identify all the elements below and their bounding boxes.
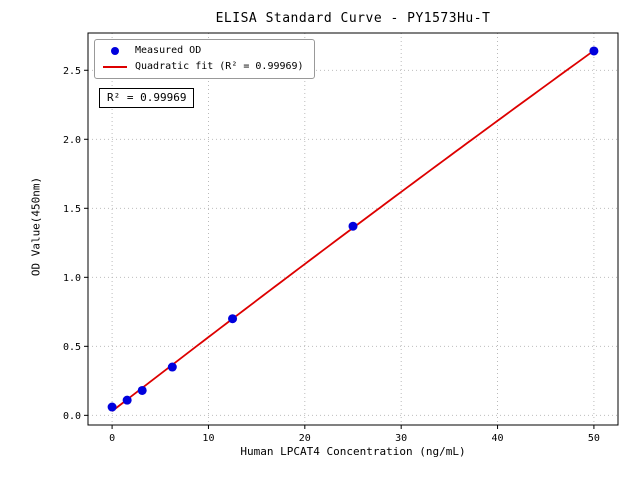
svg-text:30: 30 xyxy=(395,433,407,444)
svg-text:2.0: 2.0 xyxy=(63,135,81,146)
svg-text:20: 20 xyxy=(299,433,311,444)
svg-text:0.5: 0.5 xyxy=(63,342,81,353)
svg-text:0: 0 xyxy=(109,433,115,444)
legend-point-marker-icon xyxy=(102,47,128,55)
legend-label-quadratic-fit: Quadratic fit (R² = 0.99969) xyxy=(135,61,304,72)
svg-text:0.0: 0.0 xyxy=(63,411,81,422)
y-axis-label: OD Value(450nm) xyxy=(29,176,43,277)
legend-entry-quadratic-fit: Quadratic fit (R² = 0.99969) xyxy=(102,61,304,73)
legend: Measured OD Quadratic fit (R² = 0.99969) xyxy=(94,39,315,79)
svg-text:50: 50 xyxy=(588,433,600,444)
chart-title: ELISA Standard Curve - PY1573Hu-T xyxy=(215,11,491,26)
svg-text:2.5: 2.5 xyxy=(63,66,81,77)
svg-text:40: 40 xyxy=(492,433,504,444)
legend-entry-measured-od: Measured OD xyxy=(102,45,304,57)
x-axis-label: Human LPCAT4 Concentration (ng/mL) xyxy=(240,445,466,458)
r-squared-annotation: R² = 0.99969 xyxy=(99,88,195,108)
svg-text:1.5: 1.5 xyxy=(63,204,81,215)
svg-text:1.0: 1.0 xyxy=(63,273,81,284)
svg-text:10: 10 xyxy=(202,433,214,444)
legend-label-measured-od: Measured OD xyxy=(135,45,202,56)
legend-line-marker-icon xyxy=(102,66,128,68)
